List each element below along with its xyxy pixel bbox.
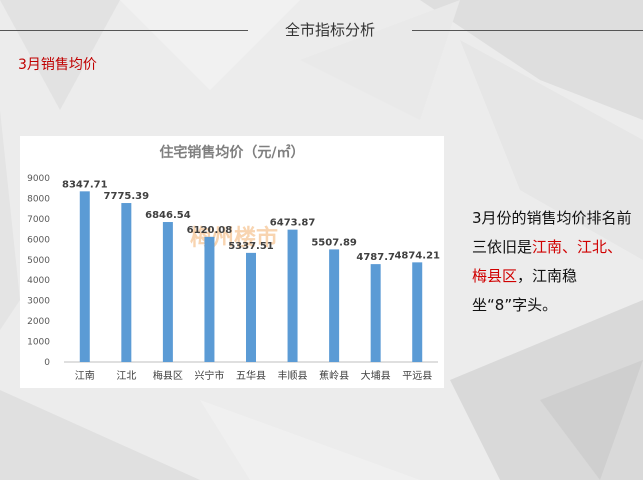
bar <box>370 264 381 362</box>
y-tick-label: 6000 <box>27 235 50 245</box>
section-title: 3月销售均价 <box>18 57 97 73</box>
bar-value-label: 4874.21 <box>394 250 440 261</box>
bar-value-label: 8347.71 <box>62 179 108 190</box>
bar <box>204 236 215 362</box>
x-tick-label: 平远县 <box>402 370 432 382</box>
bar <box>412 262 423 362</box>
bar-value-label: 7775.39 <box>104 191 150 202</box>
bar-value-label: 6846.54 <box>145 210 191 221</box>
bar <box>287 229 298 362</box>
chart-card: 住宅销售均价（元/㎡） 0 1000 2000 3000 4000 5000 6000 700… <box>20 136 444 388</box>
x-tick-label: 大埔县 <box>361 369 391 382</box>
bar <box>246 252 256 362</box>
bar-value-label: 4787.7 <box>356 252 395 263</box>
y-tick-label: 2000 <box>27 317 50 327</box>
bar-value-label: 6473.87 <box>270 218 316 229</box>
chart-title: 住宅销售均价（元/㎡） <box>159 144 304 161</box>
y-tick-label: 9000 <box>27 174 50 184</box>
x-tick-label: 江南 <box>75 369 95 382</box>
bar-value-label: 5507.89 <box>311 237 357 248</box>
description-text: 3月份的销售均价排名前三依旧是江南、江北、梅县区，江南稳坐“8”字头。 <box>472 204 632 320</box>
y-tick-label: 8000 <box>27 194 50 204</box>
x-tick-label: 江北 <box>116 370 136 382</box>
y-tick-label: 3000 <box>27 297 50 307</box>
y-tick-label: 7000 <box>27 215 50 225</box>
description-highlight: 江南、江北、梅县区 <box>472 238 623 285</box>
header-rule-right <box>412 30 643 31</box>
y-tick-label: 4000 <box>27 276 50 286</box>
header-rule-left <box>0 30 248 31</box>
x-tick-label: 兴宁市 <box>194 369 224 382</box>
bar-chart: 住宅销售均价（元/㎡） 0 1000 2000 3000 4000 5000 6000 700… <box>27 144 440 382</box>
bar <box>79 191 90 362</box>
bar <box>329 249 340 362</box>
y-tick-label: 1000 <box>27 338 50 348</box>
page-title: 全市指标分析 <box>284 21 375 39</box>
x-tick-label: 蕉岭县 <box>319 369 349 382</box>
x-tick-label: 丰顺县 <box>278 369 308 382</box>
x-tick-label: 五华县 <box>236 369 266 382</box>
description-part1: 3月份的销售均价排名前三依旧是 <box>472 209 632 256</box>
bar-value-label: 6120.08 <box>187 225 233 236</box>
bar-value-label: 5337.51 <box>228 241 274 252</box>
x-tick-label: 梅县区 <box>153 369 183 382</box>
y-tick-label: 0 <box>44 358 50 368</box>
bar <box>162 222 173 362</box>
bar <box>121 203 132 362</box>
y-tick-label: 5000 <box>27 256 50 266</box>
description-part2: ，江南稳坐“8”字头。 <box>472 267 578 314</box>
